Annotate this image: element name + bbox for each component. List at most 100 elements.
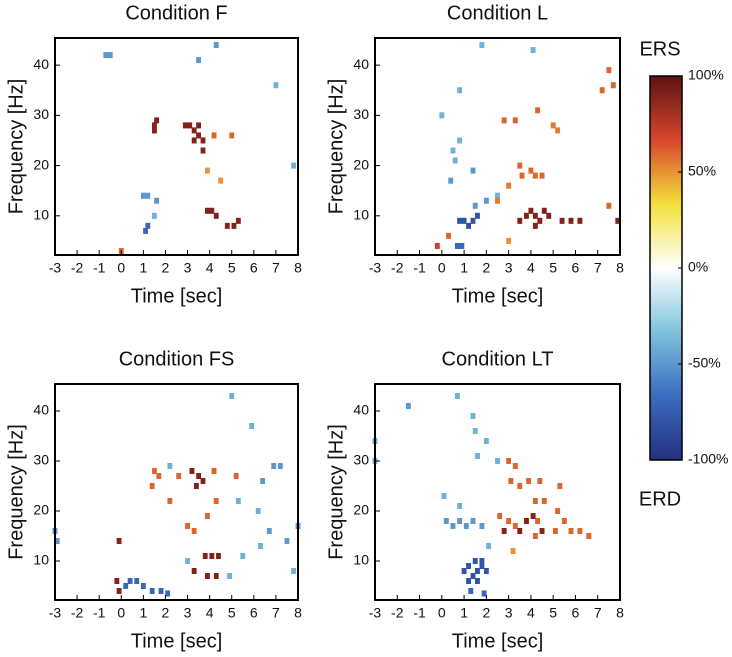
x-tick-label: 8 bbox=[294, 605, 302, 621]
heatmap-cell bbox=[204, 207, 210, 214]
heatmap-cell bbox=[114, 578, 120, 584]
heatmap-cell bbox=[506, 182, 512, 189]
heatmap-cell bbox=[561, 518, 567, 524]
heatmap-cell bbox=[249, 423, 255, 429]
heatmap-cell bbox=[475, 578, 480, 584]
heatmap-cell bbox=[273, 82, 279, 89]
heatmap-cell bbox=[446, 232, 451, 239]
x-tick-label: 7 bbox=[272, 605, 280, 621]
heatmap-cell bbox=[472, 428, 478, 434]
y-axis-label: Frequency [Hz] bbox=[5, 79, 27, 215]
x-tick-label: 2 bbox=[162, 605, 170, 621]
heatmap-cell bbox=[475, 212, 480, 219]
heatmap-cell bbox=[255, 508, 261, 514]
heatmap-cell bbox=[167, 463, 173, 469]
heatmap-cell bbox=[568, 528, 574, 534]
heatmap-cell bbox=[479, 42, 485, 49]
heatmap-cell bbox=[555, 508, 561, 514]
heatmap-cell bbox=[506, 458, 512, 464]
colorbar-tick-label: 0% bbox=[688, 259, 708, 275]
heatmap-cell bbox=[103, 52, 109, 59]
heatmap-cell bbox=[461, 568, 467, 574]
x-tick-label: 0 bbox=[117, 605, 125, 621]
y-tick-label: 30 bbox=[33, 452, 49, 468]
y-tick-label: 40 bbox=[353, 56, 369, 72]
heatmap-cell bbox=[235, 498, 241, 504]
heatmap-cell bbox=[599, 87, 605, 94]
heatmap-cell bbox=[537, 217, 543, 224]
heatmap-cell bbox=[501, 117, 507, 124]
heatmap-cell bbox=[606, 202, 612, 209]
x-tick-label: 1 bbox=[139, 605, 147, 621]
y-tick-label: 20 bbox=[33, 156, 49, 172]
heatmap-cell bbox=[441, 493, 447, 499]
heatmap-cell bbox=[291, 568, 297, 574]
x-tick-label: -3 bbox=[369, 605, 382, 621]
x-tick-label: 0 bbox=[117, 260, 125, 276]
heatmap-cell bbox=[512, 463, 518, 469]
heatmap-cell bbox=[539, 172, 545, 179]
heatmap-cell bbox=[191, 127, 197, 134]
colorbar bbox=[649, 75, 683, 461]
heatmap-cell bbox=[459, 242, 465, 249]
chart-title: Condition FS bbox=[119, 348, 235, 370]
x-tick-label: -1 bbox=[93, 605, 106, 621]
heatmap-cell bbox=[204, 167, 210, 174]
heatmap-cell bbox=[187, 122, 193, 129]
heatmap-cell bbox=[134, 578, 140, 584]
heatmap-cell bbox=[495, 458, 500, 464]
x-tick-label: 3 bbox=[505, 605, 513, 621]
x-tick-label: -1 bbox=[413, 260, 426, 276]
y-tick-label: 20 bbox=[353, 502, 369, 518]
heatmap-cell bbox=[196, 57, 202, 64]
heatmap-cell bbox=[196, 122, 202, 129]
colorbar-top-label: ERS bbox=[639, 38, 680, 60]
x-tick-label: -2 bbox=[391, 605, 404, 621]
heatmap-cell bbox=[123, 583, 129, 589]
heatmap-cell bbox=[454, 393, 460, 399]
x-tick-label: -3 bbox=[49, 260, 62, 276]
heatmap-cell bbox=[610, 82, 616, 89]
x-axis-label: Time [sec] bbox=[452, 630, 544, 652]
heatmap-cell bbox=[483, 438, 489, 444]
heatmap-cell bbox=[434, 242, 440, 249]
heatmap-cell bbox=[457, 137, 463, 144]
heatmap-cell bbox=[448, 177, 454, 184]
heatmap-cell bbox=[501, 528, 507, 534]
heatmap-cell bbox=[475, 568, 480, 574]
heatmap-cell bbox=[140, 583, 146, 589]
heatmap-cell bbox=[439, 112, 445, 119]
heatmap-cell bbox=[145, 192, 151, 199]
heatmap-cell bbox=[143, 227, 149, 234]
heatmap-cell bbox=[530, 513, 536, 519]
heatmap-cell bbox=[154, 117, 160, 124]
heatmap-cell bbox=[209, 553, 215, 559]
heatmap-cell bbox=[510, 548, 516, 554]
heatmap-cell bbox=[495, 197, 500, 204]
x-tick-label: 4 bbox=[206, 260, 214, 276]
plot-frame bbox=[374, 37, 621, 256]
heatmap-cell bbox=[158, 588, 164, 594]
heatmap-cell bbox=[213, 212, 219, 219]
heatmap-cell bbox=[271, 463, 277, 469]
heatmap-cell bbox=[550, 122, 556, 129]
x-tick-label: 8 bbox=[294, 260, 302, 276]
heatmap-cell bbox=[559, 217, 565, 224]
heatmap-cell bbox=[216, 553, 221, 559]
x-tick-label: -1 bbox=[413, 605, 426, 621]
heatmap-cell bbox=[457, 217, 463, 224]
heatmap-cell bbox=[497, 513, 503, 519]
x-tick-label: 1 bbox=[460, 260, 468, 276]
heatmap-cell bbox=[227, 573, 232, 579]
heatmap-cell bbox=[167, 498, 173, 504]
x-tick-label: -3 bbox=[369, 260, 382, 276]
heatmap-cell bbox=[154, 197, 160, 204]
x-tick-label: 0 bbox=[438, 605, 446, 621]
heatmap-cell bbox=[107, 52, 113, 59]
heatmap-cell bbox=[156, 473, 162, 479]
x-tick-label: 2 bbox=[482, 260, 490, 276]
heatmap-cell bbox=[472, 202, 478, 209]
heatmap-cell bbox=[213, 498, 219, 504]
heatmap-cell bbox=[537, 478, 543, 484]
heatmap-cell bbox=[231, 222, 237, 229]
